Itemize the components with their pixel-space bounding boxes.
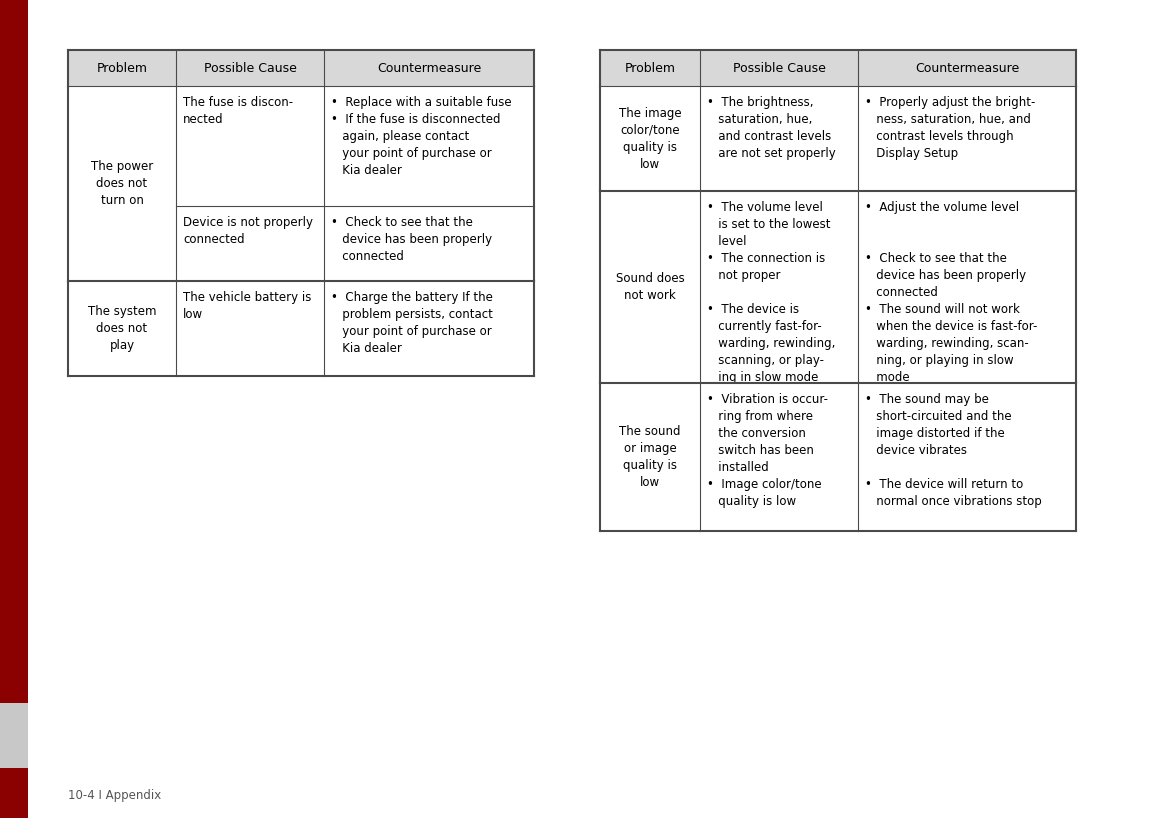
Text: 10-4 I Appendix: 10-4 I Appendix <box>67 789 162 802</box>
Bar <box>0 768 28 818</box>
Text: •  Adjust the volume level


•  Check to see that the
   device has been properl: • Adjust the volume level • Check to see… <box>865 201 1037 384</box>
Text: Countermeasure: Countermeasure <box>377 61 481 74</box>
Text: •  Charge the battery If the
   problem persists, contact
   your point of purch: • Charge the battery If the problem pers… <box>331 291 493 355</box>
Text: Sound does
not work: Sound does not work <box>615 272 684 302</box>
Text: •  Vibration is occur-
   ring from where
   the conversion
   switch has been
 : • Vibration is occur- ring from where th… <box>707 393 828 508</box>
Bar <box>0 703 28 768</box>
Text: Possible Cause: Possible Cause <box>733 61 826 74</box>
Text: The power
does not
turn on: The power does not turn on <box>91 160 154 207</box>
Text: Countermeasure: Countermeasure <box>915 61 1019 74</box>
Bar <box>0 0 28 818</box>
Text: The fuse is discon-
nected: The fuse is discon- nected <box>183 96 293 126</box>
Bar <box>67 50 534 86</box>
Text: •  Check to see that the
   device has been properly
   connected: • Check to see that the device has been … <box>331 216 492 263</box>
Text: •  The volume level
   is set to the lowest
   level
•  The connection is
   not: • The volume level is set to the lowest … <box>707 201 835 384</box>
Text: Problem: Problem <box>97 61 148 74</box>
Text: •  Properly adjust the bright-
   ness, saturation, hue, and
   contrast levels : • Properly adjust the bright- ness, satu… <box>865 96 1035 160</box>
Text: •  Replace with a suitable fuse
•  If the fuse is disconnected
   again, please : • Replace with a suitable fuse • If the … <box>331 96 512 177</box>
Text: The image
color/tone
quality is
low: The image color/tone quality is low <box>619 106 682 170</box>
Text: Problem: Problem <box>625 61 676 74</box>
Text: Device is not properly
connected: Device is not properly connected <box>183 216 313 246</box>
Text: The sound
or image
quality is
low: The sound or image quality is low <box>619 425 680 489</box>
Text: •  The brightness,
   saturation, hue,
   and contrast levels
   are not set pro: • The brightness, saturation, hue, and c… <box>707 96 836 160</box>
Text: Possible Cause: Possible Cause <box>204 61 297 74</box>
Bar <box>600 50 1076 86</box>
Text: The system
does not
play: The system does not play <box>87 305 156 352</box>
Text: •  The sound may be
   short-circuited and the
   image distorted if the
   devi: • The sound may be short-circuited and t… <box>865 393 1042 508</box>
Text: The vehicle battery is
low: The vehicle battery is low <box>183 291 312 321</box>
